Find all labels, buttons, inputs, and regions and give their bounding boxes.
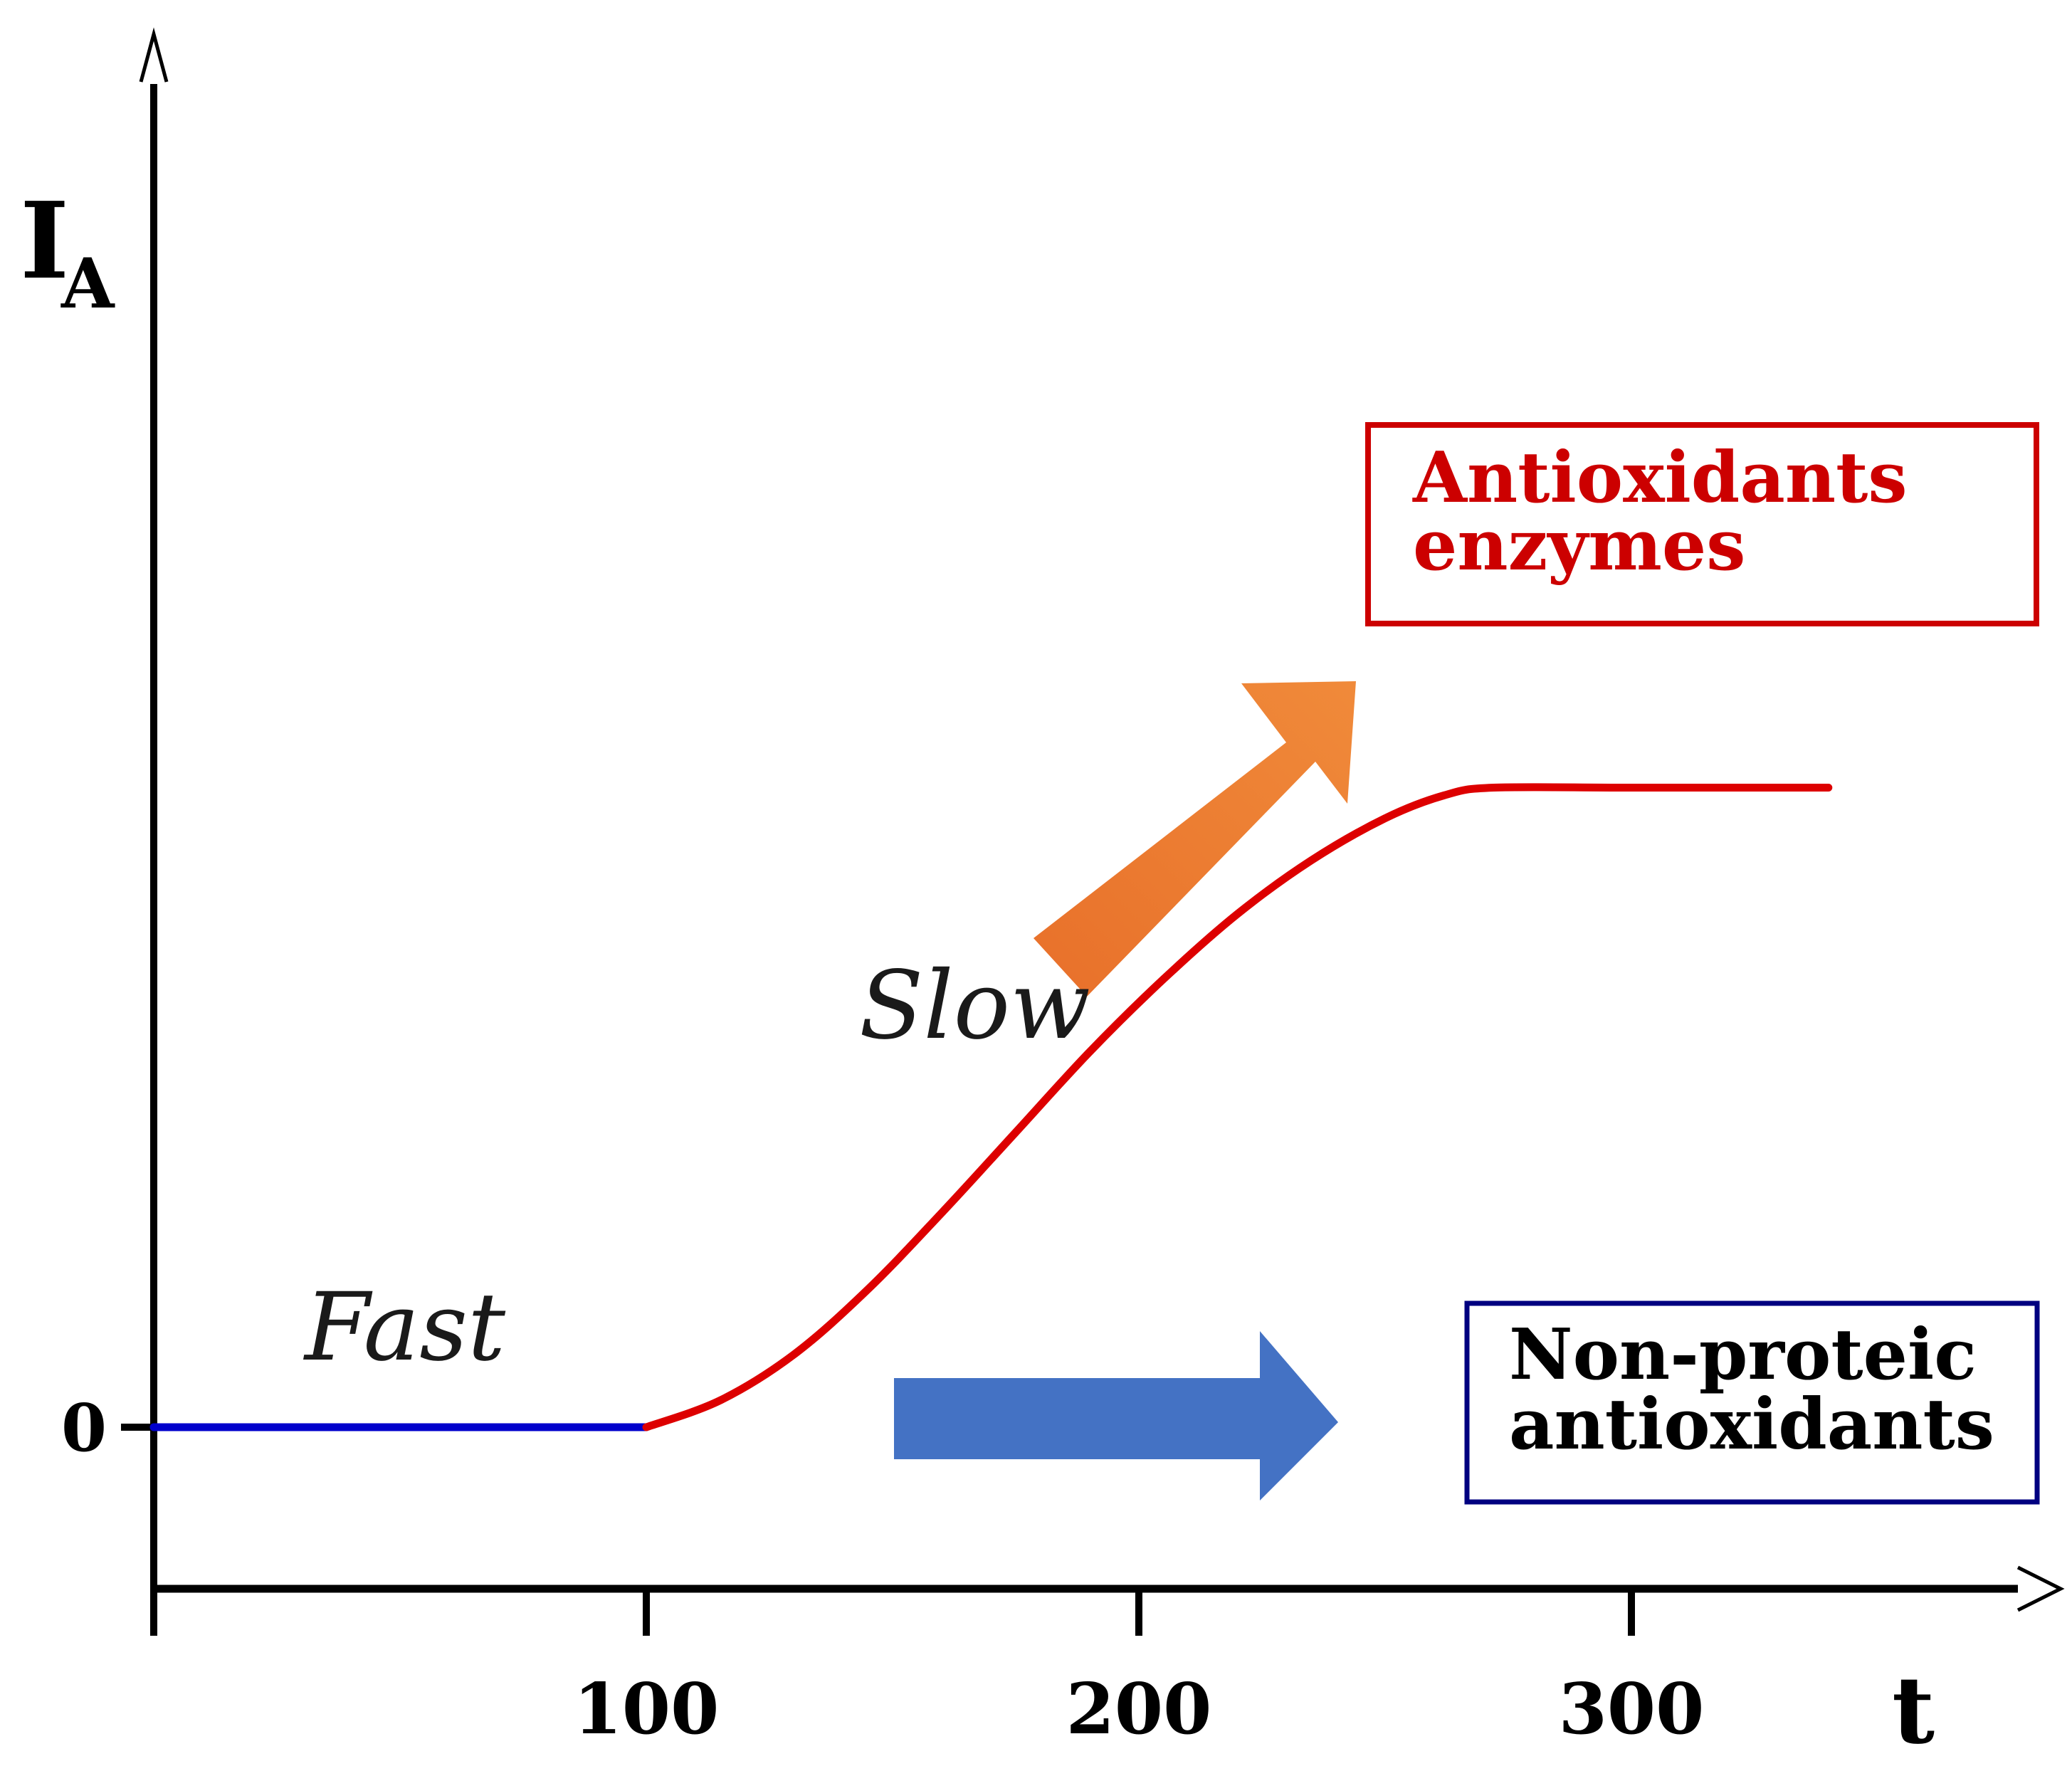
x-tick-label-300: 300 xyxy=(1559,1668,1705,1750)
series-layer xyxy=(149,783,1833,1431)
x-tick-label-200: 200 xyxy=(1066,1668,1212,1750)
x-ticks xyxy=(150,1589,1635,1636)
x-axis-arrowhead xyxy=(2016,1565,2065,1612)
enzymes-box-frame xyxy=(1365,422,2039,626)
nonproteic-box-frame xyxy=(1464,1300,2040,1505)
x-tick-labels: 100 200 300 xyxy=(574,1668,1705,1750)
nonproteic-box-line-1: Non-proteic xyxy=(1509,1314,1977,1396)
enzymes-box-line-1: Antioxidants xyxy=(1412,437,1908,519)
x-tick-label-100: 100 xyxy=(574,1668,720,1750)
y-tick-label-0: 0 xyxy=(61,1389,107,1466)
blue-arrow xyxy=(894,1331,1338,1501)
y-axis-label: I xyxy=(20,179,69,303)
nonproteic-box: Non-proteic antioxidants xyxy=(1464,1300,2040,1505)
annotation-fast: Fast xyxy=(303,1273,506,1382)
blue-arrow-body xyxy=(894,1331,1338,1501)
annotation-slow: Slow xyxy=(859,951,1090,1061)
y-axis-arrowhead xyxy=(139,27,169,83)
nonproteic-box-line-2: antioxidants xyxy=(1509,1384,1994,1466)
enzymes-box: Antioxidants enzymes xyxy=(1365,422,2039,626)
axes xyxy=(121,27,2065,1612)
enzymes-box-line-2: enzymes xyxy=(1413,505,1745,587)
y-axis-label-subscript: A xyxy=(61,243,115,324)
x-axis-label: t xyxy=(1892,1656,1935,1765)
orange-arrow xyxy=(1034,681,1356,997)
series-line-slow xyxy=(642,783,1833,1431)
orange-arrow-body xyxy=(1034,681,1356,997)
